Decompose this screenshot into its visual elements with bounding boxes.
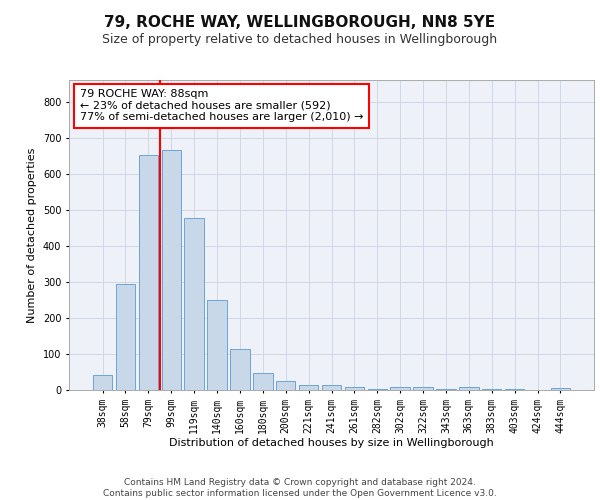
Bar (208, 300, 227, 390)
Text: 79 ROCHE WAY: 88sqm
← 23% of detached houses are smaller (592)
77% of semi-detac: 79 ROCHE WAY: 88sqm ← 23% of detached ho… (79, 90, 363, 122)
Bar (322, 386, 341, 390)
Bar (230, 348, 250, 390)
Bar (116, 284, 135, 390)
X-axis label: Distribution of detached houses by size in Wellingborough: Distribution of detached houses by size … (169, 438, 494, 448)
Bar (391, 388, 410, 390)
Bar (184, 218, 204, 390)
Text: Contains HM Land Registry data © Crown copyright and database right 2024.
Contai: Contains HM Land Registry data © Crown c… (103, 478, 497, 498)
Bar (299, 385, 319, 390)
Text: 79, ROCHE WAY, WELLINGBOROUGH, NN8 5YE: 79, ROCHE WAY, WELLINGBOROUGH, NN8 5YE (104, 15, 496, 30)
Bar (161, 150, 181, 390)
Text: Size of property relative to detached houses in Wellingborough: Size of property relative to detached ho… (103, 32, 497, 46)
Bar (436, 389, 455, 390)
Bar (368, 389, 387, 390)
Bar (505, 389, 524, 390)
Bar (413, 387, 433, 390)
Bar (139, 154, 158, 390)
Bar (551, 388, 570, 390)
Bar (344, 387, 364, 390)
Bar (93, 375, 112, 390)
Bar (253, 372, 272, 390)
Bar (459, 387, 479, 390)
Y-axis label: Number of detached properties: Number of detached properties (28, 148, 37, 322)
Bar (276, 381, 295, 390)
